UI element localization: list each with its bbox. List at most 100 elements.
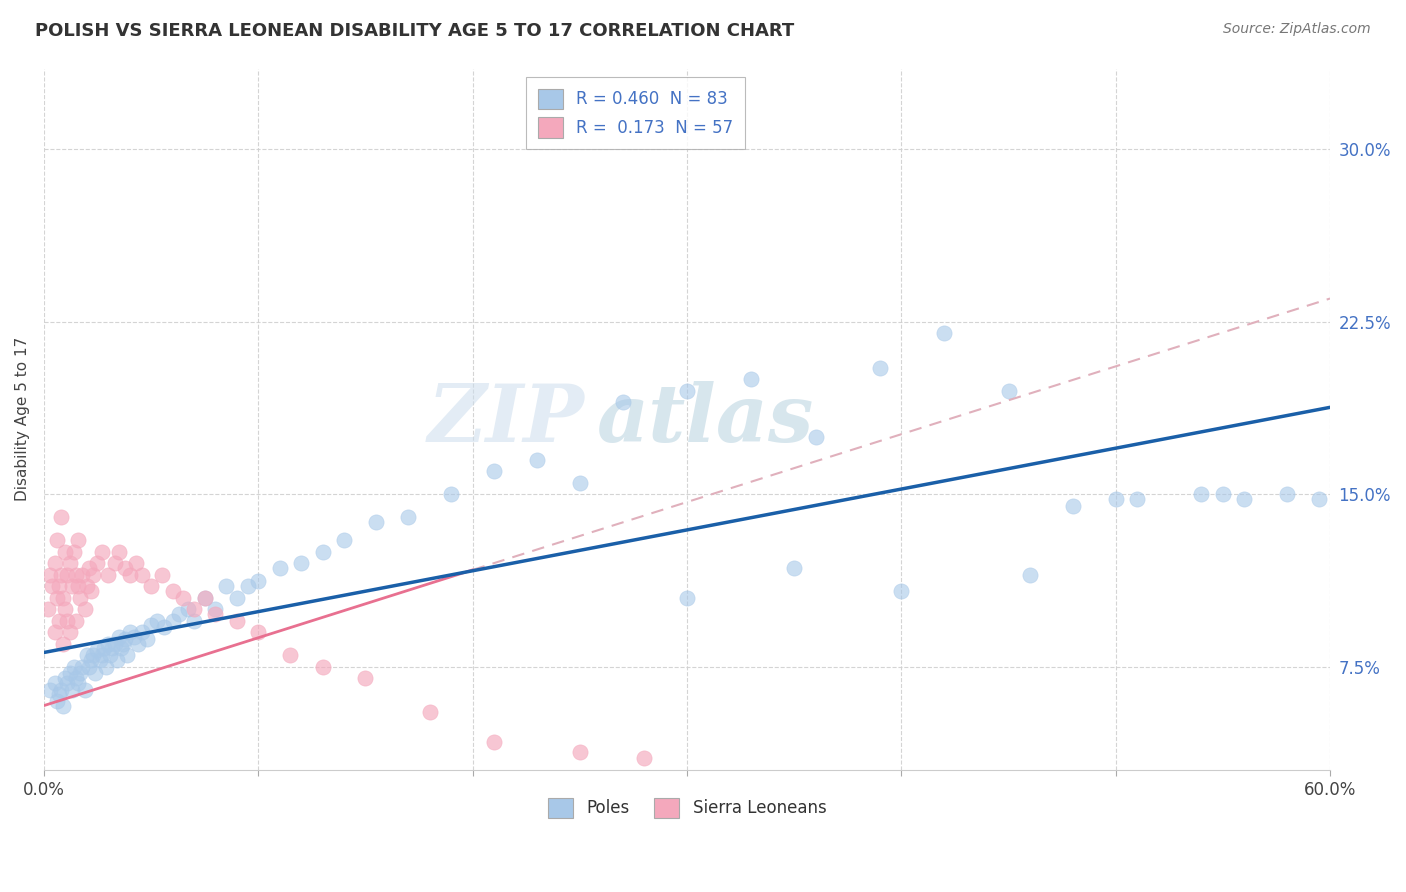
Point (269, 560, 291, 574)
Point (52, 591, 75, 605)
Point (49, 682, 72, 697)
Point (90, 648, 112, 662)
Point (568, 745, 591, 759)
Point (482, 464, 505, 478)
Point (135, 632, 157, 646)
Point (76, 579, 98, 593)
Point (172, 591, 194, 605)
Legend: Poles, Sierra Leoneans: Poles, Sierra Leoneans (541, 791, 832, 825)
Point (934, 326, 956, 340)
Point (247, 625, 270, 640)
Point (783, 560, 806, 574)
Point (65, 614, 87, 628)
Point (104, 556, 127, 570)
Text: POLISH VS SIERRA LEONEAN DISABILITY AGE 5 TO 17 CORRELATION CHART: POLISH VS SIERRA LEONEAN DISABILITY AGE … (35, 22, 794, 40)
Point (183, 602, 205, 616)
Point (63, 659, 86, 673)
Point (49, 510, 72, 524)
Point (122, 630, 145, 644)
Point (59, 625, 82, 640)
Point (72, 659, 94, 673)
Point (98, 648, 121, 662)
Point (82, 648, 104, 662)
Point (108, 544, 131, 558)
Point (568, 475, 591, 490)
Point (67, 579, 90, 593)
Point (612, 395, 634, 409)
Point (63, 544, 86, 558)
Point (65, 671, 87, 685)
Point (48, 687, 70, 701)
Point (354, 671, 377, 685)
Point (131, 567, 153, 582)
Point (150, 567, 173, 582)
Point (52, 636, 75, 650)
Point (110, 641, 132, 656)
Point (1019, 567, 1042, 582)
Point (804, 429, 827, 443)
Point (77, 659, 100, 673)
Point (67, 675, 90, 690)
Point (204, 607, 226, 621)
Point (311, 659, 333, 673)
Point (56, 614, 79, 628)
Point (80, 583, 103, 598)
Point (440, 487, 463, 501)
Point (73, 602, 96, 616)
Point (676, 384, 699, 398)
Point (45, 533, 67, 547)
Point (1126, 491, 1149, 506)
Point (1275, 487, 1298, 501)
Point (65, 567, 87, 582)
Point (153, 620, 176, 634)
Point (108, 630, 131, 644)
Point (225, 591, 247, 605)
Point (125, 556, 148, 570)
Point (69, 666, 91, 681)
Point (67, 533, 90, 547)
Point (104, 636, 127, 650)
Point (131, 625, 153, 640)
Point (39, 682, 62, 697)
Point (105, 652, 128, 666)
Point (69, 591, 91, 605)
Point (90, 544, 112, 558)
Point (176, 602, 198, 616)
Point (53, 602, 76, 616)
Point (194, 591, 217, 605)
Y-axis label: Disability Age 5 to 17: Disability Age 5 to 17 (15, 337, 30, 501)
Point (1105, 491, 1128, 506)
Point (139, 618, 162, 632)
Point (183, 614, 205, 628)
Text: ZIP: ZIP (427, 381, 583, 458)
Point (396, 510, 419, 524)
Point (204, 602, 226, 616)
Point (56, 675, 79, 690)
Point (59, 666, 82, 681)
Point (53, 544, 76, 558)
Point (114, 560, 136, 574)
Point (633, 751, 655, 765)
Point (48, 614, 70, 628)
Point (1212, 487, 1234, 501)
Point (482, 735, 505, 749)
Point (80, 652, 103, 666)
Point (225, 614, 247, 628)
Point (53, 671, 76, 685)
Point (45, 694, 67, 708)
Point (333, 533, 356, 547)
Point (44, 625, 66, 640)
Point (162, 614, 184, 628)
Point (93, 641, 115, 656)
Point (997, 384, 1019, 398)
Point (236, 579, 259, 593)
Point (44, 556, 66, 570)
Point (676, 591, 699, 605)
Point (146, 614, 169, 628)
Text: Source: ZipAtlas.com: Source: ZipAtlas.com (1223, 22, 1371, 37)
Point (890, 583, 912, 598)
Point (162, 583, 184, 598)
Point (101, 641, 124, 656)
Point (114, 632, 136, 646)
Point (52, 698, 75, 713)
